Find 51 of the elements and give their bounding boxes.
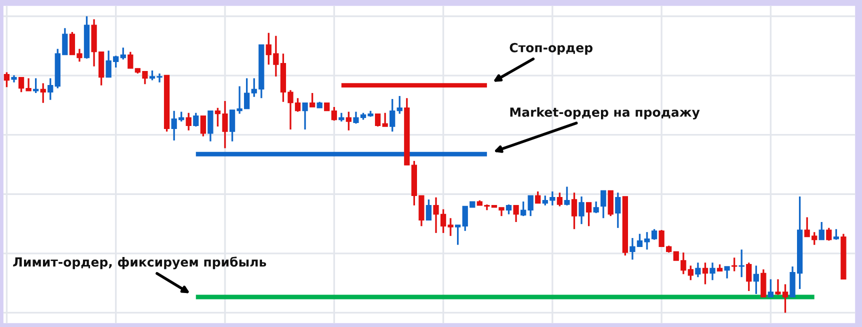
candlestick: [48, 77, 54, 101]
candlestick: [382, 112, 388, 128]
candlestick: [455, 224, 461, 246]
candlestick: [608, 190, 614, 217]
annotation: Лимит-ордер, фиксируем прибыль: [13, 256, 266, 270]
candlestick: [302, 102, 308, 130]
candlestick: [818, 221, 824, 241]
candlestick: [506, 204, 512, 216]
candlestick: [768, 278, 774, 298]
candlestick: [688, 264, 694, 281]
candlestick: [760, 268, 766, 298]
candlestick: [535, 190, 541, 204]
candlestick: [33, 77, 39, 94]
candlestick: [331, 106, 337, 122]
annotation: Market-ордер на продажу: [510, 107, 700, 120]
candlestick: [702, 262, 708, 286]
candlestick: [724, 266, 730, 280]
candlestick: [753, 264, 759, 295]
candlestick: [528, 194, 534, 217]
candlestick: [571, 192, 578, 230]
candlestick: [586, 202, 592, 227]
candlestick: [578, 196, 584, 225]
candlestick: [40, 82, 46, 104]
candlestick: [4, 71, 10, 88]
candlestick: [396, 95, 402, 115]
candlestick: [593, 200, 599, 214]
candlestick: [710, 262, 716, 281]
candlestick: [128, 51, 134, 70]
candlestick: [746, 262, 752, 292]
candlestick: [186, 112, 192, 132]
candlestick: [200, 115, 206, 138]
candlestick: [390, 98, 396, 132]
candlestick: [208, 110, 214, 142]
candlestick: [732, 256, 738, 272]
candlestick: [695, 262, 701, 278]
candlestick: [193, 112, 199, 128]
candlestick: [738, 248, 744, 278]
candlestick: [309, 92, 316, 108]
annotation: Стоп-ордер: [510, 42, 592, 55]
candlestick: [556, 192, 563, 208]
candlestick: [120, 46, 126, 60]
candlestick: [833, 228, 840, 241]
candlestick: [600, 190, 606, 219]
candlestick: [513, 204, 519, 223]
candlestick: [520, 200, 526, 217]
candlestick: [426, 198, 432, 222]
candlestick: [564, 186, 570, 206]
candlestick: [374, 112, 381, 128]
candlestick: [615, 192, 621, 229]
candlestick: [346, 110, 352, 132]
candlestick: [826, 227, 832, 242]
